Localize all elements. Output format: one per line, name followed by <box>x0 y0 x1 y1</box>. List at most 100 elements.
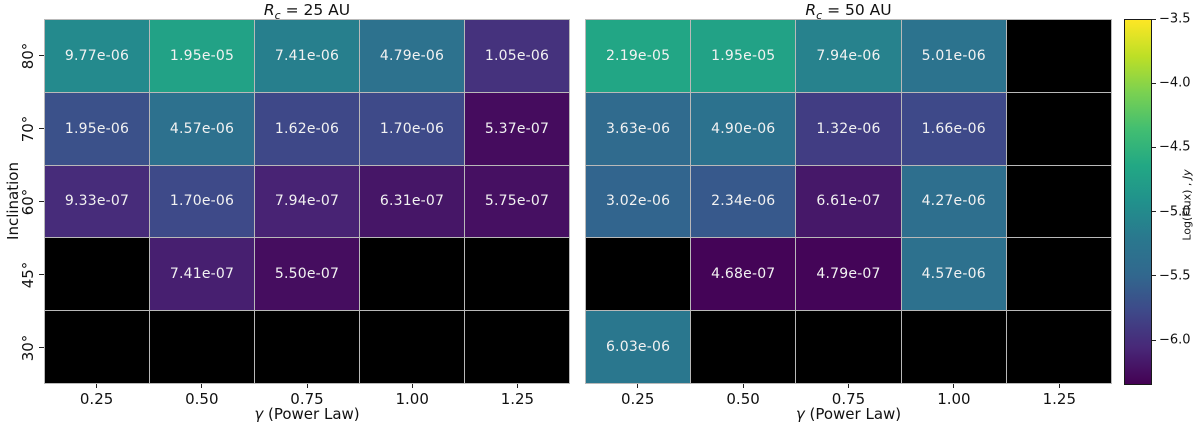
heatmap-cell <box>150 311 254 383</box>
x-tick-label: 0.75 <box>831 390 866 408</box>
cell-value: 5.50e-07 <box>274 266 340 283</box>
cell-value: 5.75e-07 <box>484 193 550 210</box>
colorbar-tick-label: −5.0 <box>1159 204 1191 220</box>
x-tick-mark <box>411 384 413 388</box>
cell-value: 1.66e-06 <box>921 120 986 137</box>
y-tick-label: 30° <box>19 334 37 361</box>
heatmap-cell: 3.63e-06 <box>586 92 691 165</box>
heatmap-cell <box>796 311 901 383</box>
title-subscript: c <box>274 9 281 23</box>
title-variable: R <box>805 1 817 19</box>
heatmap-cell: 9.77e-06 <box>45 20 149 92</box>
heatmap-cell <box>691 311 796 383</box>
cell-value: 3.02e-06 <box>605 193 671 210</box>
heatmap-cell: 1.95e-05 <box>150 20 254 92</box>
heatmap-cell: 1.70e-06 <box>360 92 464 165</box>
heatmap-cell: 4.57e-06 <box>150 92 254 165</box>
heatmap-cell: 2.34e-06 <box>691 165 796 238</box>
colorbar-tick-mark <box>1152 146 1156 148</box>
colorbar-tick-mark <box>1152 211 1156 213</box>
colorbar-label-unit: Jy <box>1180 169 1194 180</box>
x-tick-label: 1.00 <box>937 390 971 408</box>
cell-value: 1.95e-05 <box>169 47 235 64</box>
panel-title-rc50: Rc = 50 AU <box>585 1 1112 22</box>
heatmap-cell: 9.33e-07 <box>45 165 149 238</box>
heatmap-cell: 6.61e-07 <box>796 165 901 238</box>
heatmap-rc50: 2.19e-05 1.95e-05 7.94e-06 5.01e-06 3.63e-06… <box>585 19 1112 384</box>
x-tick-label: 0.50 <box>185 390 219 408</box>
heatmap-cell: 4.57e-06 <box>901 238 1006 311</box>
colorbar-tick-label: −3.5 <box>1159 11 1191 27</box>
cell-value: 2.19e-05 <box>605 47 671 64</box>
heatmap-cell: 2.19e-05 <box>586 20 691 92</box>
cell-value: 4.57e-06 <box>169 120 235 137</box>
heatmap-cell: 3.02e-06 <box>586 165 691 238</box>
heatmap-cell: 5.01e-06 <box>901 20 1006 92</box>
cell-value: 6.31e-07 <box>379 193 445 210</box>
colorbar-tick-label: −5.5 <box>1159 268 1191 284</box>
x-tick-label: 0.25 <box>620 390 655 408</box>
cell-value: 5.01e-06 <box>921 47 986 64</box>
x-tick-label: 1.25 <box>500 390 535 408</box>
heatmap-cell <box>465 238 569 311</box>
x-axis-label-text: (Power Law) <box>804 405 902 423</box>
cell-value: 6.61e-07 <box>816 193 881 210</box>
heatmap-cell: 7.41e-07 <box>150 238 254 311</box>
x-tick-mark <box>1058 384 1060 388</box>
cell-value: 7.41e-06 <box>274 47 340 64</box>
cell-value: 4.90e-06 <box>711 120 776 137</box>
heatmap-cell <box>360 238 464 311</box>
x-tick-label: 0.50 <box>726 390 760 408</box>
heatmap-cell <box>45 238 149 311</box>
heatmap-cell: 7.94e-06 <box>796 20 901 92</box>
x-axis-label-text: (Power Law) <box>263 405 360 423</box>
cell-value: 7.41e-07 <box>169 266 235 283</box>
x-tick-mark <box>637 384 639 388</box>
panel-title-rc25: Rc = 25 AU <box>44 1 570 22</box>
heatmap-cell <box>1006 165 1111 238</box>
cell-value: 1.95e-05 <box>711 47 776 64</box>
title-rest: = 25 AU <box>280 1 351 19</box>
cell-value: 5.37e-07 <box>484 120 550 137</box>
heatmap-cell <box>465 311 569 383</box>
heatmap-cell: 1.95e-05 <box>691 20 796 92</box>
title-rest: = 50 AU <box>822 1 892 19</box>
heatmap-cell <box>1006 238 1111 311</box>
gamma-symbol: γ <box>795 405 805 423</box>
cell-value: 2.34e-06 <box>711 193 776 210</box>
heatmap-cell <box>1006 311 1111 383</box>
y-tick-label: 60° <box>19 188 37 215</box>
x-tick-mark <box>201 384 203 388</box>
x-axis-label-left: γ (Power Law) <box>44 405 570 423</box>
x-tick-label: 1.00 <box>395 390 429 408</box>
colorbar-tick-mark <box>1152 18 1156 20</box>
title-subscript: c <box>816 9 823 23</box>
heatmap-cell: 4.90e-06 <box>691 92 796 165</box>
x-tick-mark <box>306 384 308 388</box>
heatmap-cell: 1.05e-06 <box>465 20 569 92</box>
cell-value: 4.79e-06 <box>379 47 445 64</box>
colorbar-tick-label: −4.0 <box>1159 75 1191 91</box>
heatmap-cell: 1.70e-06 <box>150 165 254 238</box>
colorbar-tick-label: −4.5 <box>1159 139 1191 155</box>
heatmap-cell: 1.62e-06 <box>255 92 359 165</box>
heatmap-cell: 1.32e-06 <box>796 92 901 165</box>
cell-value: 4.27e-06 <box>921 193 986 210</box>
y-tick-mark <box>39 55 44 56</box>
x-tick-label: 0.25 <box>79 390 114 408</box>
heatmap-cell: 5.75e-07 <box>465 165 569 238</box>
title-variable: R <box>263 1 275 19</box>
heatmap-cell: 7.94e-07 <box>255 165 359 238</box>
x-tick-mark <box>96 384 98 388</box>
cell-value: 1.95e-06 <box>64 120 130 137</box>
cell-value: 7.94e-07 <box>274 193 340 210</box>
x-axis-label-right: γ (Power Law) <box>585 405 1112 423</box>
heatmap-cell <box>586 238 691 311</box>
y-tick-mark <box>39 274 44 275</box>
colorbar-tick-mark <box>1152 339 1156 341</box>
heatmap-cell: 4.68e-07 <box>691 238 796 311</box>
y-tick-label: 45° <box>19 261 37 288</box>
heatmap-cell <box>360 311 464 383</box>
cell-value: 7.94e-06 <box>816 47 881 64</box>
cell-value: 4.57e-06 <box>921 266 986 283</box>
